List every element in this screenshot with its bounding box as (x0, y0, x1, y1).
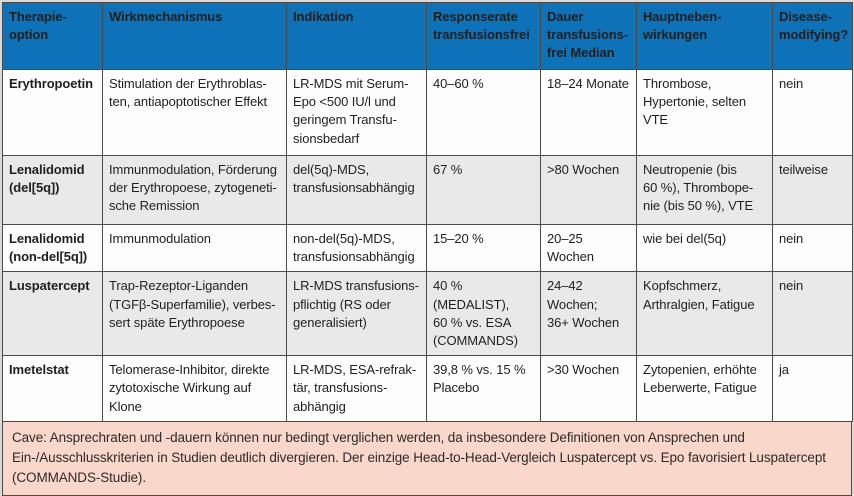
cell-wirkmechanismus: Trap-Rezeptor-Liganden (TGFβ-Superfamili… (102, 271, 287, 357)
table-row-erythropoetin: Erythropoetin Stimulation der Erythrobla… (2, 69, 853, 156)
cell-indikation: del(5q)-MDS, transfusionsabhängig (286, 155, 427, 225)
cell-disease-modifying: nein (772, 69, 853, 156)
cell-indikation: LR-MDS mit Serum- Epo <500 IU/l und geri… (286, 69, 427, 156)
therapy-options-table: Therapie- option Wirkmechanismus Indikat… (2, 2, 853, 422)
cell-nebenwirkungen: Zytopenien, erhöhte Leberwerte, Fatigue (636, 355, 773, 422)
cell-dauer: 18–24 Monate (540, 69, 637, 156)
header-dauer: Dauer transfusions- frei Median (540, 2, 637, 70)
cell-wirkmechanismus: Immunmodulation, Förderung der Erythropo… (102, 155, 287, 225)
caveat-note: Cave: Ansprechraten und -dauern können n… (2, 421, 852, 496)
cell-responserate: 39,8 % vs. 15 % Placebo (426, 355, 541, 422)
therapy-name: Lenalidomid (del[5q]) (2, 155, 103, 225)
header-nebenwirkungen: Hauptneben- wirkungen (636, 2, 773, 70)
cell-dauer: >80 Wochen (540, 155, 637, 225)
cell-disease-modifying: ja (772, 355, 853, 422)
header-responserate: Responserate transfusionsfrei (426, 2, 541, 70)
cell-dauer: 24–42 Wochen; 36+ Wochen (540, 271, 637, 357)
table-row-imetelstat: Imetelstat Telomerase-Inhibitor, direkte… (2, 355, 853, 422)
cell-dauer: 20–25 Wochen (540, 223, 637, 273)
table-row-lenalidomid-nondel5q: Lenalidomid (non-del[5q]) Immunmodulatio… (2, 223, 853, 273)
cell-disease-modifying: nein (772, 223, 853, 273)
header-disease-modifying: Disease- modifying? (772, 2, 853, 70)
cell-indikation: LR-MDS transfusions- pflichtig (RS oder … (286, 271, 427, 357)
cell-responserate: 40–60 % (426, 69, 541, 156)
cell-disease-modifying: teilweise (772, 155, 853, 225)
table-header-row: Therapie- option Wirkmechanismus Indikat… (2, 2, 853, 70)
header-wirkmechanismus: Wirkmechanismus (102, 2, 287, 70)
cell-disease-modifying: nein (772, 271, 853, 357)
cell-dauer: >30 Wochen (540, 355, 637, 422)
therapy-name: Luspatercept (2, 271, 103, 357)
header-therapieoption: Therapie- option (2, 2, 103, 70)
table-row-lenalidomid-del5q: Lenalidomid (del[5q]) Immunmodulation, F… (2, 155, 853, 225)
therapy-name: Erythropoetin (2, 69, 103, 156)
table-row-luspatercept: Luspatercept Trap-Rezeptor-Liganden (TGF… (2, 271, 853, 357)
cell-responserate: 15–20 % (426, 223, 541, 273)
cell-nebenwirkungen: Kopfschmerz, Arthralgien, Fatigue (636, 271, 773, 357)
therapy-name: Lenalidomid (non-del[5q]) (2, 223, 103, 273)
cell-wirkmechanismus: Immunmodulation (102, 223, 287, 273)
header-indikation: Indikation (286, 2, 427, 70)
therapy-name: Imetelstat (2, 355, 103, 422)
cell-wirkmechanismus: Stimulation der Erythroblas- ten, antiap… (102, 69, 287, 156)
cell-nebenwirkungen: wie bei del(5q) (636, 223, 773, 273)
cell-wirkmechanismus: Telomerase-Inhibitor, direkte zytotoxisc… (102, 355, 287, 422)
cell-nebenwirkungen: Thrombose, Hypertonie, selten VTE (636, 69, 773, 156)
cell-indikation: LR-MDS, ESA-refrak- tär, transfusions- a… (286, 355, 427, 422)
cell-responserate: 40 % (MEDALIST), 60 % vs. ESA (COMMANDS) (426, 271, 541, 357)
cell-nebenwirkungen: Neutropenie (bis 60 %), Thrombope- nie (… (636, 155, 773, 225)
cell-indikation: non-del(5q)-MDS, transfusionsabhängig (286, 223, 427, 273)
cell-responserate: 67 % (426, 155, 541, 225)
